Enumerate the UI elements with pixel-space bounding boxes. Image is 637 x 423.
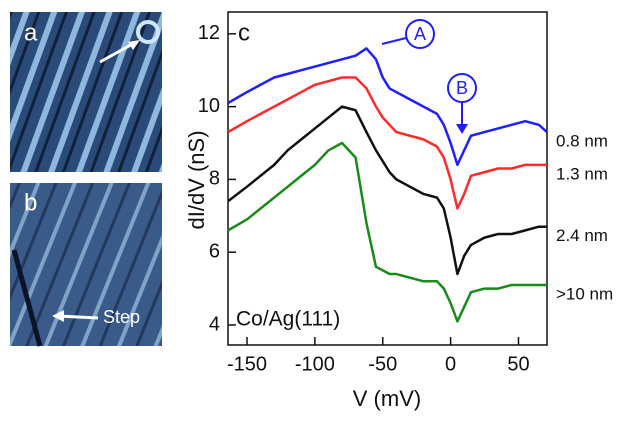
annotation: Step bbox=[103, 307, 140, 327]
series-label: >10 nm bbox=[556, 284, 613, 303]
panel-label: a bbox=[24, 19, 38, 46]
y-tick-label: 10 bbox=[198, 95, 220, 117]
x-tick-label: 50 bbox=[507, 353, 529, 375]
y-tick-label: 4 bbox=[209, 313, 220, 335]
panel-label: b bbox=[24, 189, 37, 216]
y-axis-label: dI/dV (nS) bbox=[184, 130, 209, 229]
series-label: 0.8 nm bbox=[556, 132, 608, 151]
series-label: 1.3 nm bbox=[556, 164, 608, 183]
series-line bbox=[228, 78, 547, 209]
x-tick-label: -150 bbox=[227, 353, 267, 375]
arrow bbox=[382, 38, 406, 44]
x-tick-label: -50 bbox=[368, 353, 397, 375]
panel-label: c bbox=[238, 19, 250, 46]
figure: a b Step c V (mV) dI/dV (nS) A B Co/Ag(1… bbox=[0, 0, 637, 423]
arrowhead bbox=[456, 124, 468, 134]
series-line bbox=[228, 107, 547, 274]
x-tick-label: -100 bbox=[295, 353, 335, 375]
y-tick-label: 8 bbox=[209, 168, 220, 190]
plot-frame bbox=[228, 12, 547, 345]
x-tick-label: 0 bbox=[445, 353, 456, 375]
series-label: 2.4 nm bbox=[556, 226, 608, 245]
y-tick-label: 12 bbox=[198, 22, 220, 44]
x-axis-label: V (mV) bbox=[353, 386, 421, 411]
annotation: A bbox=[414, 24, 426, 44]
annotation: Co/Ag(111) bbox=[236, 308, 340, 331]
annotation: B bbox=[456, 78, 468, 98]
y-tick-label: 6 bbox=[209, 240, 220, 262]
